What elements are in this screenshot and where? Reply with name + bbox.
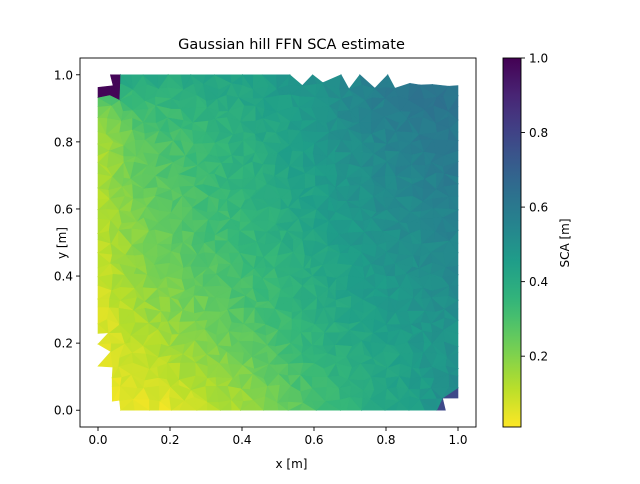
x-tick-label: 0.0 [88, 433, 107, 447]
y-axis-ticks: 0.0 0.2 0.4 0.6 0.8 1.0 [54, 68, 80, 418]
heatmap-mesh [96, 73, 459, 412]
mesh-triangle [339, 73, 350, 90]
plot-area: 0.0 0.2 0.4 0.6 0.8 1.0 0.0 0.2 0.4 0.6 0.8 1.0 [54, 57, 477, 447]
y-axis-label: y [m] [55, 227, 69, 259]
mesh-triangle [252, 74, 264, 91]
mesh-triangle [97, 85, 115, 98]
x-axis-label: x [m] [276, 457, 308, 471]
colorbar-tick-label: 1.0 [529, 52, 548, 66]
colorbar-gradient [502, 57, 522, 428]
mesh-triangle [276, 74, 291, 90]
colorbar-tick-label: 0.4 [529, 275, 548, 289]
x-tick-label: 0.6 [304, 433, 323, 447]
colorbar-ticks: 0.2 0.4 0.6 0.8 1.0 [521, 52, 548, 364]
mesh-triangle [180, 74, 192, 90]
mesh-triangle [97, 342, 112, 353]
mesh-triangle [202, 74, 216, 85]
mesh-triangle [447, 85, 459, 97]
colorbar: 0.2 0.4 0.6 0.8 1.0 SCA [m] [502, 52, 572, 428]
mesh-triangle [408, 82, 421, 101]
y-tick-label: 0.8 [54, 135, 73, 149]
mesh-triangle [385, 73, 396, 89]
x-tick-label: 0.8 [376, 433, 395, 447]
y-tick-label: 1.0 [54, 68, 73, 82]
mesh-triangle [109, 74, 122, 87]
plot-frame [79, 57, 477, 428]
chart-title: Gaussian hill FFN SCA estimate [178, 37, 405, 53]
mesh-triangle [359, 73, 376, 89]
colorbar-tick-label: 0.6 [529, 201, 548, 215]
mesh-triangle [230, 74, 244, 84]
mesh-triangle [157, 74, 169, 90]
x-tick-label: 0.4 [232, 433, 251, 447]
mesh-triangle [131, 74, 144, 90]
y-tick-label: 0.6 [54, 202, 73, 216]
y-tick-label: 0.0 [54, 404, 73, 418]
colorbar-tick-label: 0.8 [529, 126, 548, 140]
x-axis-ticks: 0.0 0.2 0.4 0.6 0.8 1.0 [88, 427, 468, 447]
x-tick-label: 1.0 [448, 433, 467, 447]
colorbar-label: SCA [m] [558, 218, 572, 267]
y-tick-label: 0.2 [54, 337, 73, 351]
colorbar-tick-label: 0.2 [529, 350, 548, 364]
mesh-triangle [97, 350, 114, 368]
mesh-triangle [431, 84, 450, 97]
y-tick-label: 0.4 [54, 270, 73, 284]
mesh-triangle [287, 74, 304, 86]
mesh-triangle [312, 74, 324, 84]
x-tick-label: 0.2 [160, 433, 179, 447]
mesh-triangle [374, 73, 389, 89]
